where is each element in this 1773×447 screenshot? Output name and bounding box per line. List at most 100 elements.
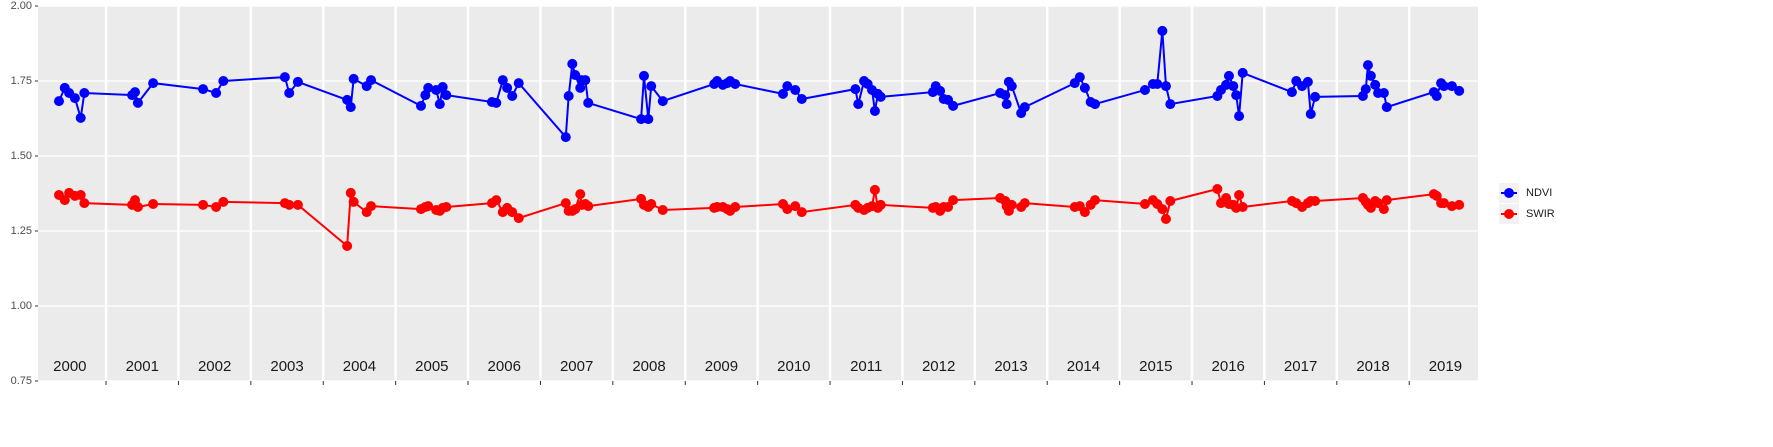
point — [1454, 199, 1465, 210]
point — [1360, 84, 1371, 95]
point — [1365, 70, 1376, 81]
point — [69, 93, 80, 104]
point — [198, 84, 209, 95]
year-label: 2000 — [53, 358, 86, 375]
point — [796, 207, 807, 218]
point — [366, 75, 377, 86]
point — [437, 82, 448, 92]
point — [198, 199, 209, 210]
point — [935, 85, 946, 96]
point — [638, 70, 649, 81]
point — [948, 100, 959, 111]
point — [1231, 90, 1242, 101]
point — [646, 199, 657, 209]
point — [1234, 111, 1245, 122]
point — [345, 187, 356, 198]
point — [646, 81, 657, 92]
y-tick-label: 1.25 — [11, 225, 32, 237]
point — [1079, 82, 1090, 93]
point — [1157, 204, 1168, 215]
year-label: 2010 — [777, 358, 810, 375]
point — [1310, 196, 1321, 206]
point — [1234, 190, 1245, 200]
point — [1438, 81, 1449, 92]
point — [218, 196, 229, 207]
year-label: 2009 — [705, 358, 738, 375]
point — [730, 79, 741, 89]
point — [560, 198, 571, 209]
point — [563, 91, 574, 101]
year-label: 2005 — [415, 358, 448, 375]
point — [1165, 196, 1176, 206]
point — [348, 196, 359, 207]
point — [211, 202, 222, 212]
point — [497, 75, 508, 86]
year-label: 2001 — [126, 358, 159, 375]
point — [513, 213, 524, 224]
point — [790, 85, 801, 95]
point — [875, 199, 886, 210]
point — [491, 97, 502, 108]
point — [1362, 60, 1373, 71]
point — [415, 100, 426, 111]
point — [636, 114, 647, 125]
point — [1165, 99, 1176, 110]
legend-point — [1504, 209, 1514, 219]
point — [1310, 91, 1321, 102]
point — [1237, 202, 1248, 212]
point — [366, 201, 377, 212]
point — [583, 201, 594, 212]
point — [423, 201, 434, 212]
year-label: 2011 — [850, 358, 882, 375]
point — [869, 106, 880, 116]
year-label: 2004 — [343, 358, 376, 375]
point — [279, 72, 290, 83]
point — [869, 184, 880, 195]
year-label: 2012 — [922, 358, 955, 375]
point — [1001, 99, 1012, 110]
point — [292, 199, 303, 210]
point — [507, 207, 518, 218]
point — [348, 73, 359, 84]
point — [1378, 204, 1389, 215]
point — [853, 99, 864, 110]
point — [730, 202, 741, 212]
point — [575, 189, 586, 200]
point — [1006, 199, 1017, 210]
point — [1381, 102, 1392, 113]
point — [1378, 88, 1389, 98]
point — [1090, 99, 1101, 110]
point — [1139, 199, 1150, 209]
point — [1305, 109, 1316, 119]
point — [75, 190, 86, 200]
point — [1223, 70, 1234, 81]
point — [1139, 85, 1150, 95]
point — [507, 91, 518, 101]
point — [59, 195, 70, 206]
year-label: 2013 — [994, 358, 1027, 375]
point — [79, 198, 90, 209]
point — [583, 97, 594, 108]
point — [132, 202, 143, 212]
point — [148, 78, 159, 89]
point — [441, 202, 452, 212]
point — [1286, 87, 1297, 98]
point — [1157, 25, 1168, 36]
point — [434, 99, 445, 110]
point — [1370, 79, 1381, 90]
point — [782, 204, 793, 215]
point — [1431, 91, 1442, 101]
legend-label: SWIR — [1526, 208, 1555, 220]
point — [777, 88, 788, 99]
point — [1381, 195, 1392, 206]
point — [1237, 67, 1248, 78]
point — [1079, 207, 1090, 218]
y-tick-label: 1.75 — [11, 75, 32, 87]
point — [218, 76, 229, 86]
point — [1160, 81, 1171, 92]
legend-point — [1504, 188, 1514, 198]
point — [75, 112, 86, 123]
point — [491, 195, 502, 206]
point — [943, 202, 954, 212]
y-tick-label: 2.00 — [11, 0, 32, 12]
